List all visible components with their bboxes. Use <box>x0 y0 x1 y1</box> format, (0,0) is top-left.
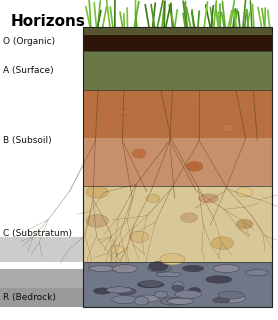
Ellipse shape <box>186 162 203 171</box>
Text: R (Bedrock): R (Bedrock) <box>3 293 56 302</box>
FancyBboxPatch shape <box>0 269 89 288</box>
Ellipse shape <box>206 276 232 283</box>
Ellipse shape <box>116 288 136 295</box>
Ellipse shape <box>160 253 185 265</box>
Bar <box>83 51 272 90</box>
Ellipse shape <box>182 265 204 272</box>
Ellipse shape <box>160 297 187 305</box>
Ellipse shape <box>211 237 234 250</box>
Text: Horizons: Horizons <box>11 14 86 29</box>
Bar <box>83 27 272 307</box>
Ellipse shape <box>129 231 149 243</box>
FancyBboxPatch shape <box>0 288 89 307</box>
Ellipse shape <box>86 214 108 227</box>
Ellipse shape <box>139 281 162 287</box>
Bar <box>83 27 272 35</box>
Ellipse shape <box>106 287 132 293</box>
Ellipse shape <box>188 287 201 294</box>
Ellipse shape <box>218 291 244 299</box>
Ellipse shape <box>146 195 160 203</box>
Ellipse shape <box>90 266 115 271</box>
Ellipse shape <box>94 288 111 294</box>
Ellipse shape <box>86 186 108 198</box>
Ellipse shape <box>167 298 194 304</box>
Ellipse shape <box>134 296 149 305</box>
Ellipse shape <box>221 124 235 132</box>
Ellipse shape <box>236 187 253 197</box>
Ellipse shape <box>236 219 253 229</box>
FancyBboxPatch shape <box>0 237 89 262</box>
Ellipse shape <box>172 281 184 292</box>
Bar <box>83 262 272 307</box>
Ellipse shape <box>175 290 202 299</box>
Text: O (Organic): O (Organic) <box>3 37 55 46</box>
Ellipse shape <box>213 298 230 303</box>
Ellipse shape <box>138 282 164 288</box>
Bar <box>83 30 272 51</box>
Bar <box>83 186 272 262</box>
Ellipse shape <box>132 149 146 158</box>
Bar <box>83 138 272 186</box>
Ellipse shape <box>120 108 131 116</box>
Ellipse shape <box>181 213 197 222</box>
Ellipse shape <box>155 291 168 298</box>
Ellipse shape <box>213 264 239 273</box>
Text: C (Substratum): C (Substratum) <box>3 229 72 238</box>
Ellipse shape <box>113 265 137 273</box>
Ellipse shape <box>199 194 218 203</box>
Ellipse shape <box>110 246 124 253</box>
Ellipse shape <box>136 295 159 302</box>
Ellipse shape <box>245 270 269 276</box>
Ellipse shape <box>149 261 168 271</box>
Ellipse shape <box>156 272 182 277</box>
Ellipse shape <box>137 282 158 287</box>
Text: B (Subsoil): B (Subsoil) <box>3 136 51 145</box>
Ellipse shape <box>218 294 245 303</box>
Bar <box>83 90 272 138</box>
Ellipse shape <box>148 264 171 272</box>
Ellipse shape <box>172 285 183 291</box>
Text: A (Surface): A (Surface) <box>3 66 53 75</box>
Ellipse shape <box>112 295 137 304</box>
